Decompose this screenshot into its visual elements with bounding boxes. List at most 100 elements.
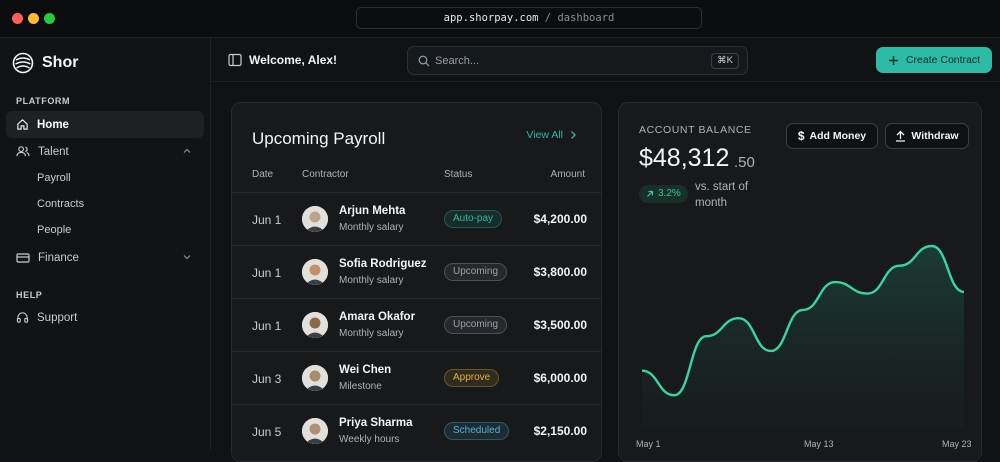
change-note: vs. start of month [695,181,749,209]
chevron-right-icon [571,131,576,139]
table-row[interactable]: Jun 3 Wei Chen Milestone Approve $6,000.00 [232,351,601,404]
sidebar-item-label: Finance [38,251,79,264]
table-row[interactable]: Jun 1 Arjun Mehta Monthly salary Auto-pay $4… [232,192,601,245]
welcome-heading: Welcome, Alex! [249,53,338,67]
column-header-contractor[interactable]: Contractor [302,169,349,180]
browser-titlebar: app.shorpay.com / dashboard [0,0,1000,38]
contractor-type: Weekly hours [339,434,400,445]
status-badge: Upcoming [444,316,508,334]
status-badge: Scheduled [444,422,510,440]
view-all-label: View All [526,129,563,141]
avatar [302,259,328,285]
avatar [302,312,328,338]
contractor-type: Milestone [339,381,382,392]
balance-amount: $48,312 [639,144,730,172]
payroll-title: Upcoming Payroll [252,129,386,148]
sidebar-item-payroll[interactable]: Payroll [37,172,71,184]
sidebar-item-contracts[interactable]: Contracts [37,198,85,210]
column-header-status[interactable]: Status [444,169,473,180]
contractor-name: Amara Okafor [339,311,416,323]
upload-icon [896,130,906,142]
avatar [302,365,328,391]
contractor-type: Monthly salary [339,328,404,339]
row-date: Jun 1 [252,319,282,333]
contractor-name: Sofia Rodriguez [339,258,427,270]
url-path: / dashboard [538,12,615,24]
contractor-name: Wei Chen [339,364,392,376]
brand-name: Shor [42,54,79,71]
row-date: Jun 1 [252,213,282,227]
sidebar: Shor PLATFORM Home Talent Payroll Contra… [0,38,211,450]
x-axis-tick-label: May 23 [942,439,972,449]
table-row[interactable]: Jun 1 Sofia Rodriguez Monthly salary Upcomi… [232,245,601,298]
sidebar-item-label: Talent [38,145,69,158]
chart-series-line [641,244,965,397]
create-contract-button[interactable]: Create Contract [876,47,992,73]
avatar [302,206,328,232]
status-badge: Upcoming [444,263,508,281]
maximize-window-button[interactable] [44,13,55,24]
row-amount: $2,150.00 [533,424,587,438]
dollar-icon: $ [797,129,805,143]
sidebar-item-label: Support [37,311,78,324]
users-icon [16,146,30,157]
contractor-type: Monthly salary [339,222,404,233]
status-badge: Auto-pay [444,210,503,228]
row-amount: $3,500.00 [533,318,587,332]
chevron-up-icon [183,148,191,153]
withdraw-label: Withdraw [911,130,959,142]
column-header-date[interactable]: Date [252,169,274,180]
search-input[interactable]: Search... ⌘K [407,46,748,75]
balance-area-chart: May 1 May 13 May 23 [636,244,972,449]
contractor-name: Arjun Mehta [339,205,406,217]
view-all-link[interactable]: View All [526,129,577,141]
sidebar-item-finance[interactable]: Finance [6,244,204,271]
change-badge: 3.2% [639,185,688,203]
sidebar-toggle-icon[interactable] [228,53,242,67]
chevron-down-icon [183,255,191,260]
headphones-icon [16,312,29,323]
home-icon [17,119,28,130]
search-shortcut: ⌘K [711,53,739,69]
row-amount: $6,000.00 [533,371,587,385]
platform-section-label: PLATFORM [16,96,71,106]
table-row[interactable]: Jun 5 Priya Sharma Weekly hours Scheduled $2… [232,404,601,457]
avatar [302,418,328,444]
address-bar[interactable]: app.shorpay.com / dashboard [356,7,702,29]
minimize-window-button[interactable] [28,13,39,24]
sidebar-item-label: Home [37,118,69,131]
arrow-up-right-icon [647,190,654,197]
add-money-label: Add Money [809,130,867,142]
contractor-name: Priya Sharma [339,417,413,429]
column-header-amount[interactable]: Amount [550,169,585,180]
card-icon [16,252,30,263]
change-value: 3.2% [658,188,681,199]
withdraw-button[interactable]: Withdraw [885,123,969,149]
sidebar-item-talent[interactable]: Talent [6,138,204,165]
search-placeholder: Search... [435,55,480,67]
add-money-button[interactable]: $ Add Money [786,123,878,149]
sidebar-item-support[interactable]: Support [6,304,204,331]
x-axis-tick-label: May 13 [804,439,834,449]
search-icon [418,55,430,67]
row-date: Jun 5 [252,425,282,439]
row-date: Jun 1 [252,266,282,280]
table-row[interactable]: Jun 1 Amara Okafor Monthly salary Upcoming $… [232,298,601,351]
plus-icon [888,55,898,65]
brand-logo-icon [12,52,34,74]
brand[interactable]: Shor [12,52,78,74]
top-bar: Welcome, Alex! Search... ⌘K Create Contr… [211,38,1000,82]
url-host: app.shorpay.com [443,12,539,24]
close-window-button[interactable] [12,13,23,24]
row-amount: $3,800.00 [533,265,587,279]
contractor-type: Monthly salary [339,275,404,286]
row-amount: $4,200.00 [533,212,587,226]
x-axis-tick-label: May 1 [636,439,661,449]
sidebar-item-people[interactable]: People [37,224,72,236]
status-badge: Approve [444,369,500,387]
sidebar-item-home[interactable]: Home [6,111,204,138]
row-date: Jun 3 [252,372,282,386]
help-section-label: HELP [16,290,43,300]
upcoming-payroll-card: Upcoming Payroll View All Date Contracto… [231,102,602,462]
balance-cents: .50 [734,154,755,171]
